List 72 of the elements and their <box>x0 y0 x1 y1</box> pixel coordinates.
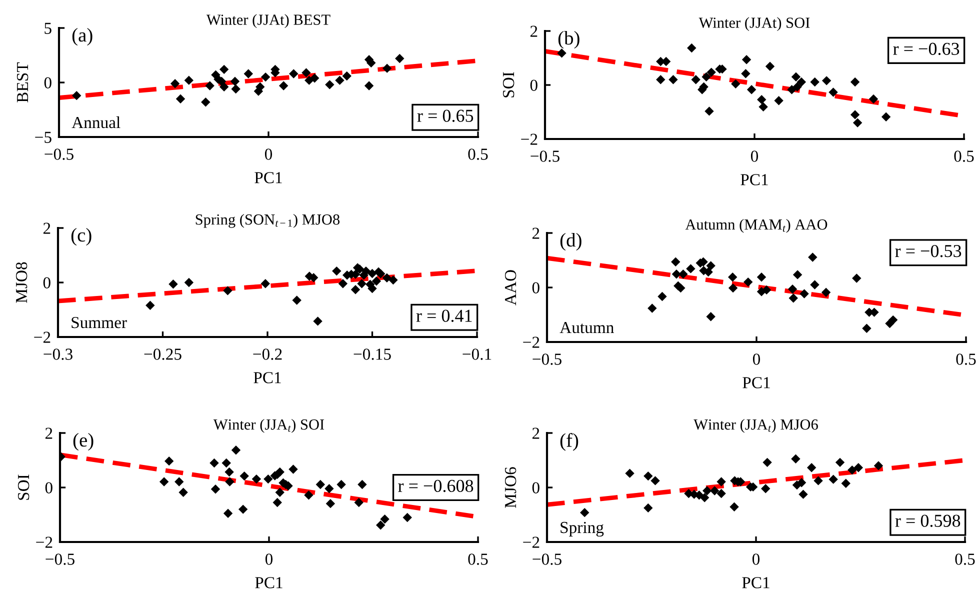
annotation: (f) <box>560 433 578 451</box>
y-tick-label: 5 <box>44 22 52 34</box>
chart-title: Winter (JJAt) SOI <box>698 17 810 31</box>
annotation: (b) <box>558 31 580 49</box>
x-tick-label: −0.5 <box>532 354 562 365</box>
annotation: Annual <box>72 116 120 128</box>
annotation: r = −0.608 <box>398 480 474 492</box>
y-axis-title: SOI <box>502 72 514 98</box>
x-tick-label: 0.5 <box>956 354 976 365</box>
x-tick-label: 0.5 <box>954 150 974 162</box>
annotation: r = 0.65 <box>417 110 474 122</box>
x-axis-title: PC1 <box>742 377 770 388</box>
y-tick-label: −2 <box>36 536 52 548</box>
y-tick-label: 2 <box>43 222 50 234</box>
x-tick-label: −0.5 <box>46 554 74 565</box>
annotation: (d) <box>560 233 582 251</box>
x-tick-label: 0 <box>264 148 272 160</box>
chart-title: Winter (JJA$_{t}$) MJO6 <box>694 418 818 433</box>
annotation: Autumn <box>560 322 614 334</box>
x-tick-label: −0.25 <box>144 348 182 360</box>
annotation: r = −0.63 <box>893 42 960 56</box>
y-tick-label: −2 <box>523 536 540 548</box>
annotation: r = 0.598 <box>895 514 960 527</box>
chart-title: Spring (SON$_{t−1}$) MJO8 <box>196 214 340 228</box>
x-axis-title: PC1 <box>255 577 282 588</box>
y-axis-title: MJO6 <box>504 467 516 508</box>
y-tick-label: 2 <box>45 428 52 439</box>
x-axis-title: PC1 <box>254 372 281 384</box>
annotation: (a) <box>72 28 92 46</box>
x-tick-label: 0.5 <box>468 554 488 565</box>
x-tick-label: 0.5 <box>468 148 488 160</box>
x-tick-label: 0.5 <box>955 554 975 565</box>
y-tick-label: −2 <box>521 134 538 145</box>
y-axis-title: AAO <box>504 270 516 306</box>
x-tick-label: −0.5 <box>530 150 560 162</box>
x-tick-label: 0 <box>265 554 273 565</box>
y-tick-label: −2 <box>34 332 50 343</box>
annotation: Summer <box>72 316 127 328</box>
annotation: r = −0.53 <box>895 244 962 258</box>
x-tick-label: 0 <box>750 150 758 162</box>
annotation: r = 0.41 <box>416 310 472 322</box>
x-tick-label: −0.3 <box>44 348 72 360</box>
y-tick-label: 2 <box>530 26 538 37</box>
chart-title: Winter (JJAt) BEST <box>206 14 330 28</box>
y-axis-title: MJO8 <box>16 262 28 303</box>
chart-title: Winter (JJA$_{t}$) SOI <box>213 418 324 433</box>
x-axis-title: PC1 <box>742 577 770 588</box>
y-axis-title: BEST <box>16 62 28 102</box>
x-tick-label: −0.15 <box>354 348 391 360</box>
y-tick-label: −2 <box>523 336 540 348</box>
x-axis-title: PC1 <box>740 174 768 186</box>
y-tick-label: 0 <box>532 282 540 294</box>
chart-title: Autumn (MAM$_{t}$) AAO <box>685 218 828 233</box>
y-axis-title: SOI <box>18 474 30 500</box>
x-axis-title: PC1 <box>254 172 282 184</box>
y-tick-label: 0 <box>532 482 540 494</box>
y-tick-label: 0 <box>530 80 538 91</box>
y-tick-label: 0 <box>44 77 52 88</box>
x-tick-label: 0 <box>752 354 760 365</box>
y-tick-label: 2 <box>532 428 540 439</box>
y-tick-label: 0 <box>45 482 52 494</box>
annotation: (c) <box>71 228 92 246</box>
x-tick-label: −0.5 <box>532 554 562 565</box>
y-tick-label: 2 <box>532 228 540 239</box>
x-tick-label: −0.2 <box>253 348 282 360</box>
x-tick-label: −0.5 <box>44 148 74 160</box>
annotation: Spring <box>560 522 604 537</box>
y-tick-label: 0 <box>43 277 50 288</box>
x-tick-label: 0 <box>752 554 760 565</box>
x-tick-label: −0.1 <box>462 348 492 360</box>
annotation: (e) <box>73 433 94 451</box>
y-tick-label: −5 <box>35 132 52 143</box>
